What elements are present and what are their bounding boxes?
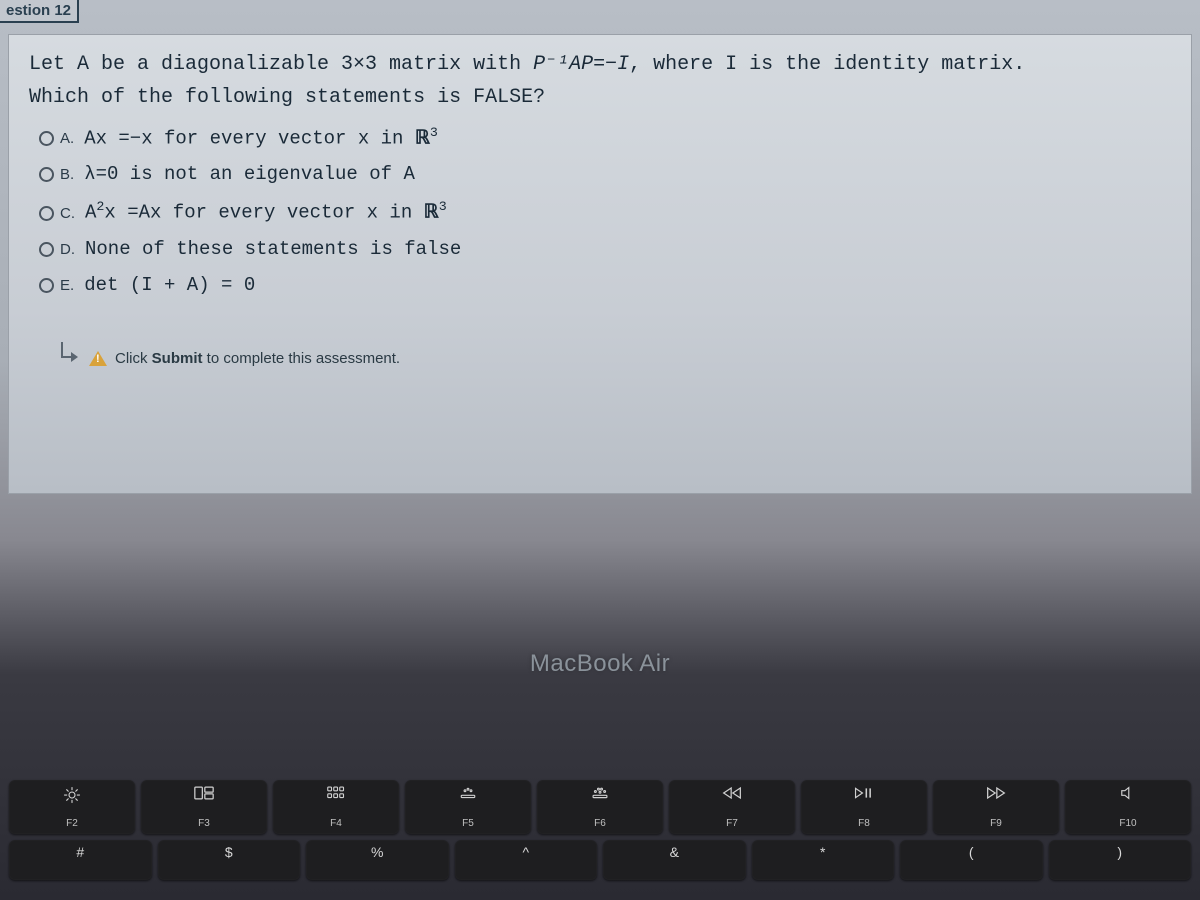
key-f10: F10 xyxy=(1065,780,1191,834)
option-letter: A. xyxy=(60,130,74,147)
key-f8: F8 xyxy=(801,780,927,834)
key-symbol: ^ xyxy=(522,844,529,860)
radio-icon[interactable] xyxy=(39,242,54,257)
key-num: $ xyxy=(158,840,301,880)
option-b[interactable]: B. λ=0 is not an eigenvalue of A xyxy=(39,163,1171,185)
key-num: ) xyxy=(1049,840,1192,880)
key-num: * xyxy=(752,840,895,880)
key-num: ^ xyxy=(455,840,598,880)
key-f5: F5 xyxy=(405,780,531,834)
keyboard-dim-icon xyxy=(459,786,477,803)
fn-row: F2 F3 F4 F5 F6 xyxy=(0,780,1200,834)
problem-line-2: Which of the following statements is FAL… xyxy=(29,84,1171,111)
key-f7: F7 xyxy=(669,780,795,834)
key-num: # xyxy=(9,840,152,880)
mission-control-icon xyxy=(194,786,214,803)
key-label: F9 xyxy=(990,818,1002,829)
key-symbol: # xyxy=(76,844,84,860)
submit-hint-row: Click Submit to complete this assessment… xyxy=(59,348,1171,370)
option-a[interactable]: A. Ax =−x for every vector x in ℝ3 xyxy=(39,125,1171,149)
radio-icon[interactable] xyxy=(39,131,54,146)
play-pause-icon xyxy=(854,786,874,803)
question-number-tab: estion 12 xyxy=(0,0,79,23)
key-label: F8 xyxy=(858,818,870,829)
radio-icon[interactable] xyxy=(39,167,54,182)
key-symbol: ) xyxy=(1117,844,1122,860)
number-row: # $ % ^ & * ( ) xyxy=(0,840,1200,880)
option-text: det (I + A) = 0 xyxy=(84,274,255,296)
option-letter: D. xyxy=(60,241,75,258)
options-group: A. Ax =−x for every vector x in ℝ3 B. λ=… xyxy=(29,125,1171,296)
key-num: ( xyxy=(900,840,1043,880)
radio-icon[interactable] xyxy=(39,206,54,221)
warning-icon xyxy=(89,351,107,366)
problem-post: , where I is the identity matrix. xyxy=(629,53,1025,76)
key-symbol: * xyxy=(820,844,825,860)
radio-icon[interactable] xyxy=(39,278,54,293)
option-letter: E. xyxy=(60,277,74,294)
key-num: % xyxy=(306,840,449,880)
problem-pre: Let A be a diagonalizable 3×3 matrix wit… xyxy=(29,53,533,76)
keyboard-bright-icon xyxy=(590,786,610,803)
key-f9: F9 xyxy=(933,780,1059,834)
forward-icon xyxy=(986,786,1006,803)
option-letter: B. xyxy=(60,166,74,183)
option-text: λ=0 is not an eigenvalue of A xyxy=(84,163,415,185)
option-text: Ax =−x for every vector x in ℝ3 xyxy=(84,125,438,149)
question-number-text: estion 12 xyxy=(6,2,71,19)
option-text: A2x =Ax for every vector x in ℝ3 xyxy=(85,199,447,223)
brightness-up-icon xyxy=(63,786,81,807)
problem-eq: P⁻¹AP=−I xyxy=(533,53,629,76)
rewind-icon xyxy=(722,786,742,803)
key-f4: F4 xyxy=(273,780,399,834)
macbook-brand-text: MacBook Air xyxy=(0,650,1200,678)
question-panel: Let A be a diagonalizable 3×3 matrix wit… xyxy=(8,34,1192,494)
key-symbol: % xyxy=(371,844,383,860)
key-f2: F2 xyxy=(9,780,135,834)
key-symbol: $ xyxy=(225,844,233,860)
option-text: None of these statements is false xyxy=(85,238,461,260)
key-label: F5 xyxy=(462,818,474,829)
key-label: F6 xyxy=(594,818,606,829)
problem-line-1: Let A be a diagonalizable 3×3 matrix wit… xyxy=(29,51,1171,78)
submit-hint-text: Click Submit to complete this assessment… xyxy=(115,350,400,367)
key-symbol: ( xyxy=(969,844,974,860)
key-f6: F6 xyxy=(537,780,663,834)
key-label: F10 xyxy=(1119,818,1136,829)
arrow-end-icon xyxy=(59,348,81,370)
option-d[interactable]: D. None of these statements is false xyxy=(39,238,1171,260)
keyboard: F2 F3 F4 F5 F6 xyxy=(0,750,1200,900)
key-label: F7 xyxy=(726,818,738,829)
mute-icon xyxy=(1119,786,1137,803)
option-c[interactable]: C. A2x =Ax for every vector x in ℝ3 xyxy=(39,199,1171,223)
key-label: F3 xyxy=(198,818,210,829)
key-label: F4 xyxy=(330,818,342,829)
submit-suffix: to complete this assessment. xyxy=(203,350,401,367)
key-num: & xyxy=(603,840,746,880)
submit-prefix: Click xyxy=(115,350,152,367)
key-f3: F3 xyxy=(141,780,267,834)
launchpad-icon xyxy=(327,786,345,803)
option-letter: C. xyxy=(60,205,75,222)
key-symbol: & xyxy=(670,844,679,860)
submit-bold: Submit xyxy=(152,350,203,367)
option-e[interactable]: E. det (I + A) = 0 xyxy=(39,274,1171,296)
key-label: F2 xyxy=(66,818,78,829)
